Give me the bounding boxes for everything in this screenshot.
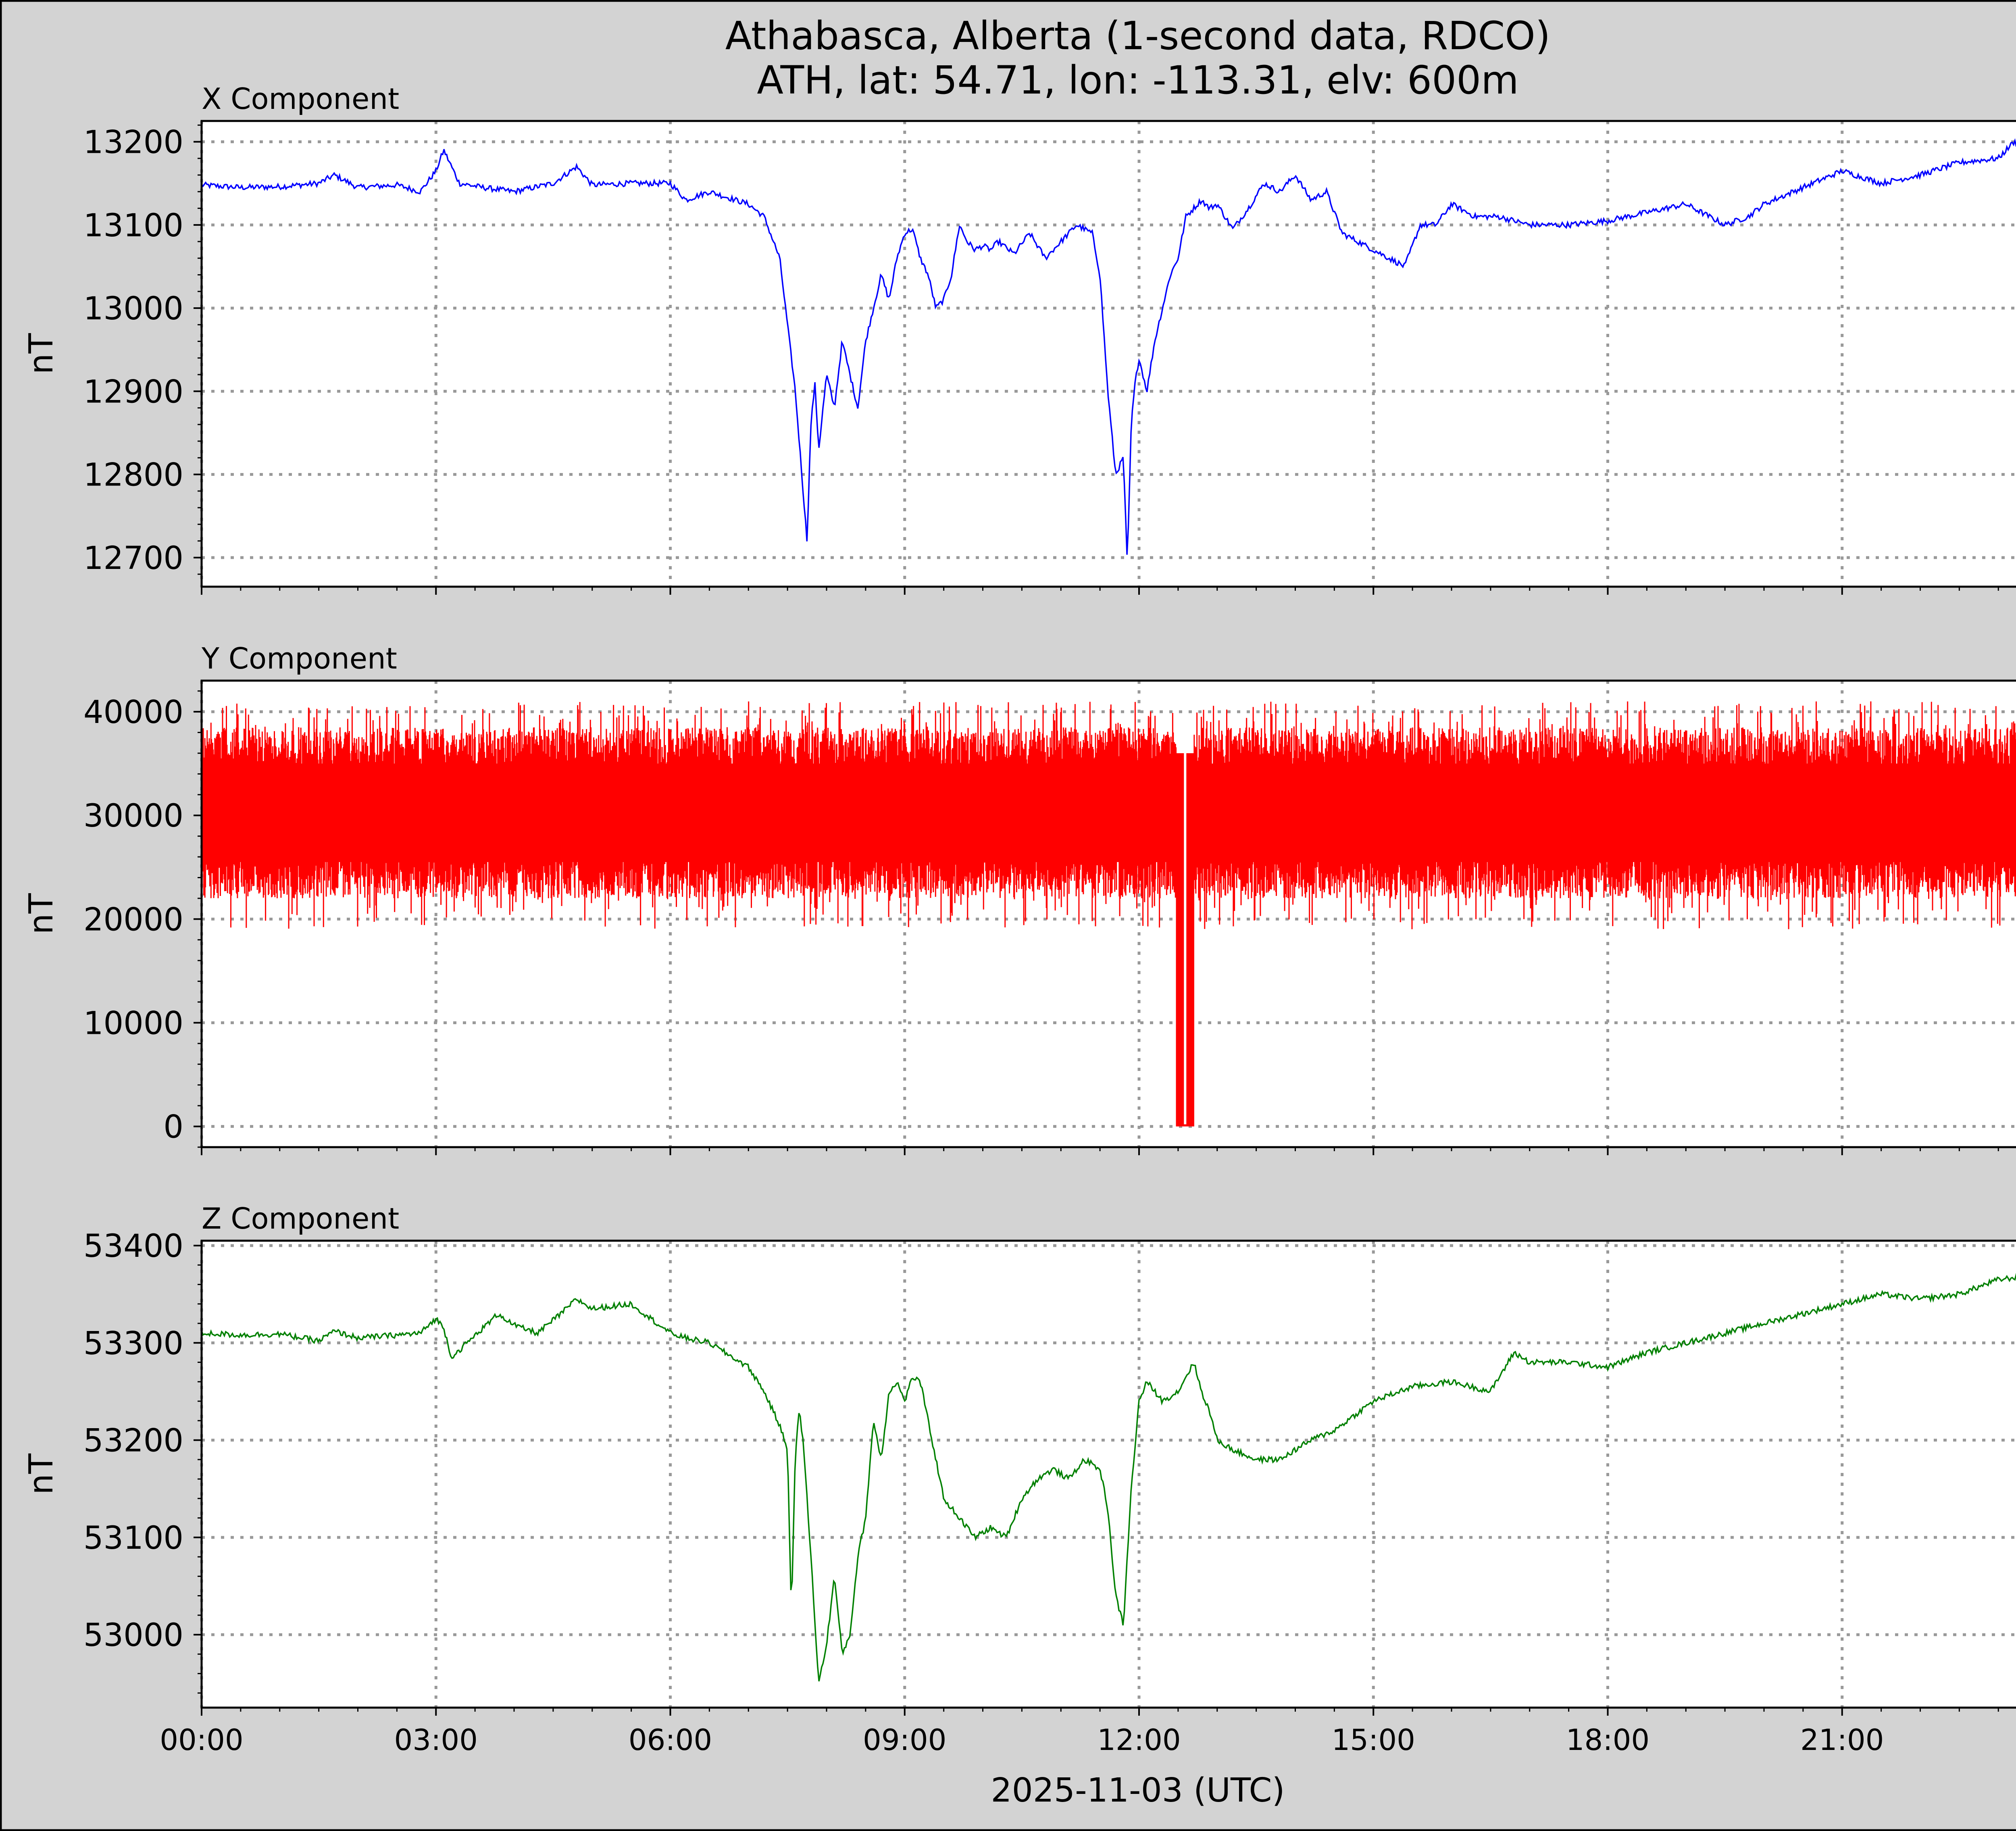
y-tick-label: 20000 <box>83 902 183 938</box>
y-tick-label: 53400 <box>83 1228 183 1264</box>
y-tick-label: 53300 <box>83 1325 183 1362</box>
y-tick-label: 12700 <box>83 540 183 577</box>
panel-title: Z Component <box>202 1202 399 1235</box>
y-tick-label: 53100 <box>83 1520 183 1556</box>
panel-1: 12700 12800 12900 13000 13100 13200 X Componen… <box>22 82 2016 595</box>
panel-2: 0 10000 20000 30000 40000 Y Component nT <box>22 642 2016 1155</box>
panels: 12700 12800 12900 13000 13100 13200 X Componen… <box>22 82 2016 1757</box>
y-tick-label: 12900 <box>83 374 183 410</box>
y-axis-label: nT <box>22 333 60 375</box>
plot-area <box>202 1241 2016 1708</box>
series-band-core <box>202 763 2016 862</box>
x-tick-label: 09:00 <box>863 1723 947 1757</box>
y-axis-label: nT <box>22 893 60 935</box>
x-tick-label: 18:00 <box>1566 1723 1650 1757</box>
y-tick-label: 53000 <box>83 1617 183 1654</box>
x-tick-label: 03:00 <box>394 1723 478 1757</box>
series-line <box>201 138 2016 555</box>
x-axis-label: 2025-11-03 (UTC) <box>991 1771 1285 1810</box>
y-tick-label: 40000 <box>83 694 183 731</box>
x-tick-label: 00:00 <box>160 1723 244 1757</box>
y-tick-label: 12800 <box>83 457 183 494</box>
y-axis-label: nT <box>22 1453 60 1495</box>
panel-title: Y Component <box>201 642 397 675</box>
y-tick-label: 13100 <box>83 208 183 244</box>
plot-area <box>202 121 2016 587</box>
figure-title-line1: Athabasca, Alberta (1-second data, RDCO) <box>725 13 1551 58</box>
y-tick-label: 30000 <box>83 798 183 834</box>
x-tick-label: 15:00 <box>1332 1723 1416 1757</box>
y-tick-label: 13000 <box>83 291 183 327</box>
panel-title: X Component <box>202 82 399 116</box>
x-tick-label: 21:00 <box>1800 1723 1884 1757</box>
panel-3: 53000 53100 53200 53300 53400 Z Component nT 00… <box>22 1202 2016 1757</box>
y-tick-label: 10000 <box>83 1005 183 1042</box>
y-tick-label: 53200 <box>83 1423 183 1459</box>
series-line <box>201 1273 2016 1682</box>
y-tick-label: 0 <box>163 1109 183 1146</box>
x-tick-label: 06:00 <box>629 1723 712 1757</box>
figure-title-line2: ATH, lat: 54.71, lon: -113.31, elv: 600m <box>757 58 1519 103</box>
y-tick-label: 13200 <box>83 125 183 161</box>
x-tick-label: 12:00 <box>1097 1723 1181 1757</box>
